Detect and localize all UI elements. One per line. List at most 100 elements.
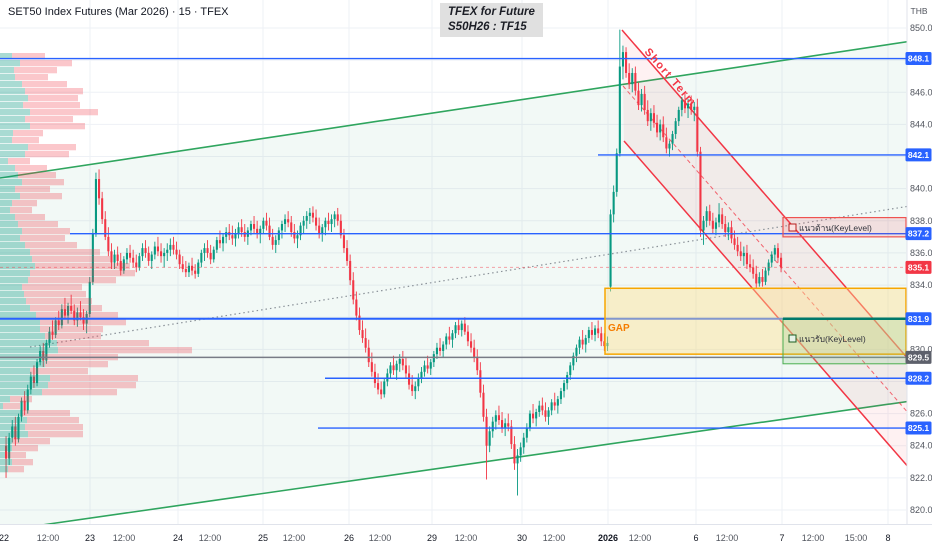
candle-body: [383, 381, 386, 395]
profile-bar-buy: [0, 431, 28, 438]
resistance-box[interactable]: [782, 216, 907, 238]
profile-bar-sell: [18, 172, 56, 179]
candle-body: [559, 391, 562, 400]
profile-bar-buy: [0, 172, 18, 179]
resistance-text: แนวต้าน(KeyLevel): [799, 223, 872, 233]
time-tick: 6: [693, 533, 698, 543]
profile-bar-sell: [25, 242, 77, 249]
candle-body: [525, 428, 528, 438]
candle-body: [36, 362, 39, 384]
candle-body: [755, 273, 758, 284]
profile-bar-sell: [8, 466, 24, 473]
green-trendline[interactable]: [0, 37, 932, 179]
candle-body: [358, 315, 361, 331]
profile-bar-buy: [0, 242, 25, 249]
candle-body: [401, 358, 404, 366]
candle-body: [718, 214, 721, 223]
candle-body: [683, 100, 686, 109]
candle-body: [163, 252, 166, 257]
candle-body: [535, 411, 538, 419]
candle-body: [761, 277, 764, 282]
candle-body: [367, 347, 370, 363]
candle-body: [671, 134, 674, 144]
price-axis-panel[interactable]: [907, 0, 932, 550]
candle-body: [389, 365, 392, 374]
candle-body: [736, 244, 739, 252]
red-channel-line[interactable]: [623, 140, 911, 470]
currency-label[interactable]: THB: [911, 6, 928, 16]
profile-bar-buy: [0, 81, 22, 88]
time-scale[interactable]: 22 12:00 23 12:00 24 12:00 25 12:00 26 12:00 29 12:…: [0, 533, 891, 543]
profile-bar-sell: [5, 452, 26, 459]
profile-bar-buy: [0, 340, 57, 347]
profile-bar-buy: [0, 95, 28, 102]
candle-body: [680, 100, 683, 110]
profile-bar-sell: [30, 270, 135, 277]
candle-body: [150, 254, 153, 261]
time-tick: 12:00: [629, 533, 652, 543]
candle-body: [70, 305, 73, 311]
candle-body: [494, 415, 497, 422]
support-label[interactable]: แนวรับ(KeyLevel): [788, 334, 866, 344]
symbol-title[interactable]: SET50 Index Futures (Mar 2026) · 15 · TF…: [8, 6, 229, 18]
profile-bar-buy: [0, 298, 26, 305]
candle-body: [333, 214, 336, 220]
profile-bar-buy: [0, 137, 12, 144]
profile-bar-buy: [0, 193, 20, 200]
candle-body: [380, 389, 383, 395]
candle-body: [442, 344, 445, 351]
annotation-note[interactable]: TFEX for Future S50H26 : TF15: [440, 3, 543, 37]
profile-bar-buy: [0, 333, 45, 340]
red-channel-line[interactable]: [621, 29, 911, 362]
support-text: แนวรับ(KeyLevel): [799, 334, 866, 344]
candle-body: [327, 220, 330, 225]
candle-body: [191, 265, 194, 271]
gridlines: [0, 0, 906, 524]
profile-bar-sell: [15, 186, 50, 193]
gap-label[interactable]: GAP: [608, 323, 630, 334]
price-tick: 820.0: [910, 505, 932, 515]
candle-body: [187, 265, 190, 273]
trend-channels[interactable]: [0, 29, 932, 532]
time-tick: 15:00: [845, 533, 868, 543]
profile-bar-buy: [0, 410, 22, 417]
price-tick: 836.0: [910, 248, 932, 258]
profile-bar-buy: [0, 102, 23, 109]
profile-bar-buy: [0, 326, 40, 333]
profile-bar-buy: [0, 466, 8, 473]
candle-body: [355, 299, 358, 316]
profile-bar-buy: [0, 109, 30, 116]
candle-body: [311, 212, 314, 218]
profile-bar-buy: [0, 270, 30, 277]
candle-body: [135, 262, 138, 268]
green-trendline[interactable]: [0, 397, 932, 532]
time-axis-panel[interactable]: [0, 524, 932, 550]
profile-bar-sell: [18, 221, 58, 228]
price-badge-value: 837.2: [908, 229, 930, 239]
profile-bar-buy: [0, 151, 25, 158]
price-badge: [905, 227, 932, 241]
gap-box[interactable]: [604, 287, 907, 355]
time-tick: 12:00: [716, 533, 739, 543]
candle-body: [268, 225, 271, 237]
candle-body: [215, 240, 218, 250]
price-scale[interactable]: 850.0 846.0 844.0 840.0 838.0 836.0 834.0 830.0…: [905, 23, 932, 515]
price-badge-value: 828.2: [908, 373, 930, 383]
candle-body: [553, 402, 556, 406]
candle-body: [662, 124, 665, 138]
candle-body: [665, 137, 668, 149]
candle-body: [324, 220, 327, 228]
annotation-boxes[interactable]: [604, 216, 909, 365]
dotted-trendline[interactable]: [29, 205, 911, 348]
candle-body: [587, 330, 590, 339]
key-levels[interactable]: [0, 57, 906, 429]
candle-body: [414, 386, 417, 392]
candle-body: [392, 365, 395, 371]
profile-bar-sell: [8, 158, 30, 165]
profile-bar-buy: [0, 375, 50, 382]
candle-body: [594, 328, 597, 335]
profile-bar-buy: [0, 438, 12, 445]
resistance-label[interactable]: แนวต้าน(KeyLevel): [788, 223, 872, 233]
profile-bar-sell: [15, 214, 45, 221]
